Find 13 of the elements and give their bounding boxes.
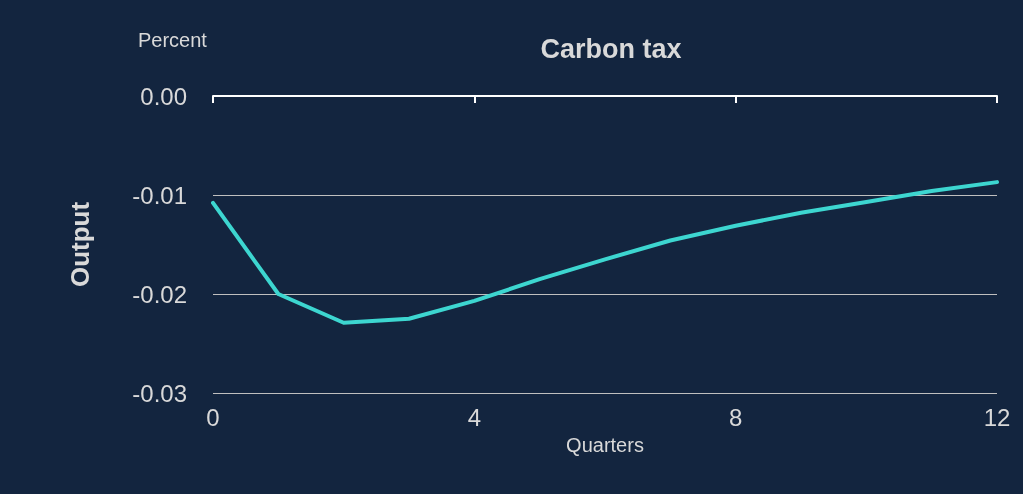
x-tick-label: 8	[728, 403, 743, 431]
y-axis-title: Output	[65, 201, 95, 288]
y-tick-label: -0.02	[132, 280, 187, 308]
chart-title: Carbon tax	[540, 33, 682, 64]
text: Percent	[138, 29, 208, 51]
y-tick-label: -0.01	[132, 181, 187, 209]
x-tick-label: 0	[206, 403, 220, 431]
line-series	[211, 180, 999, 325]
x-axis-title: Quarters	[566, 434, 644, 456]
x-tick-label: 12	[983, 403, 1011, 431]
x-tick-label: 4	[467, 403, 482, 431]
y-tick-label: 0.00	[140, 82, 187, 110]
y-tick-label: -0.03	[132, 379, 187, 407]
